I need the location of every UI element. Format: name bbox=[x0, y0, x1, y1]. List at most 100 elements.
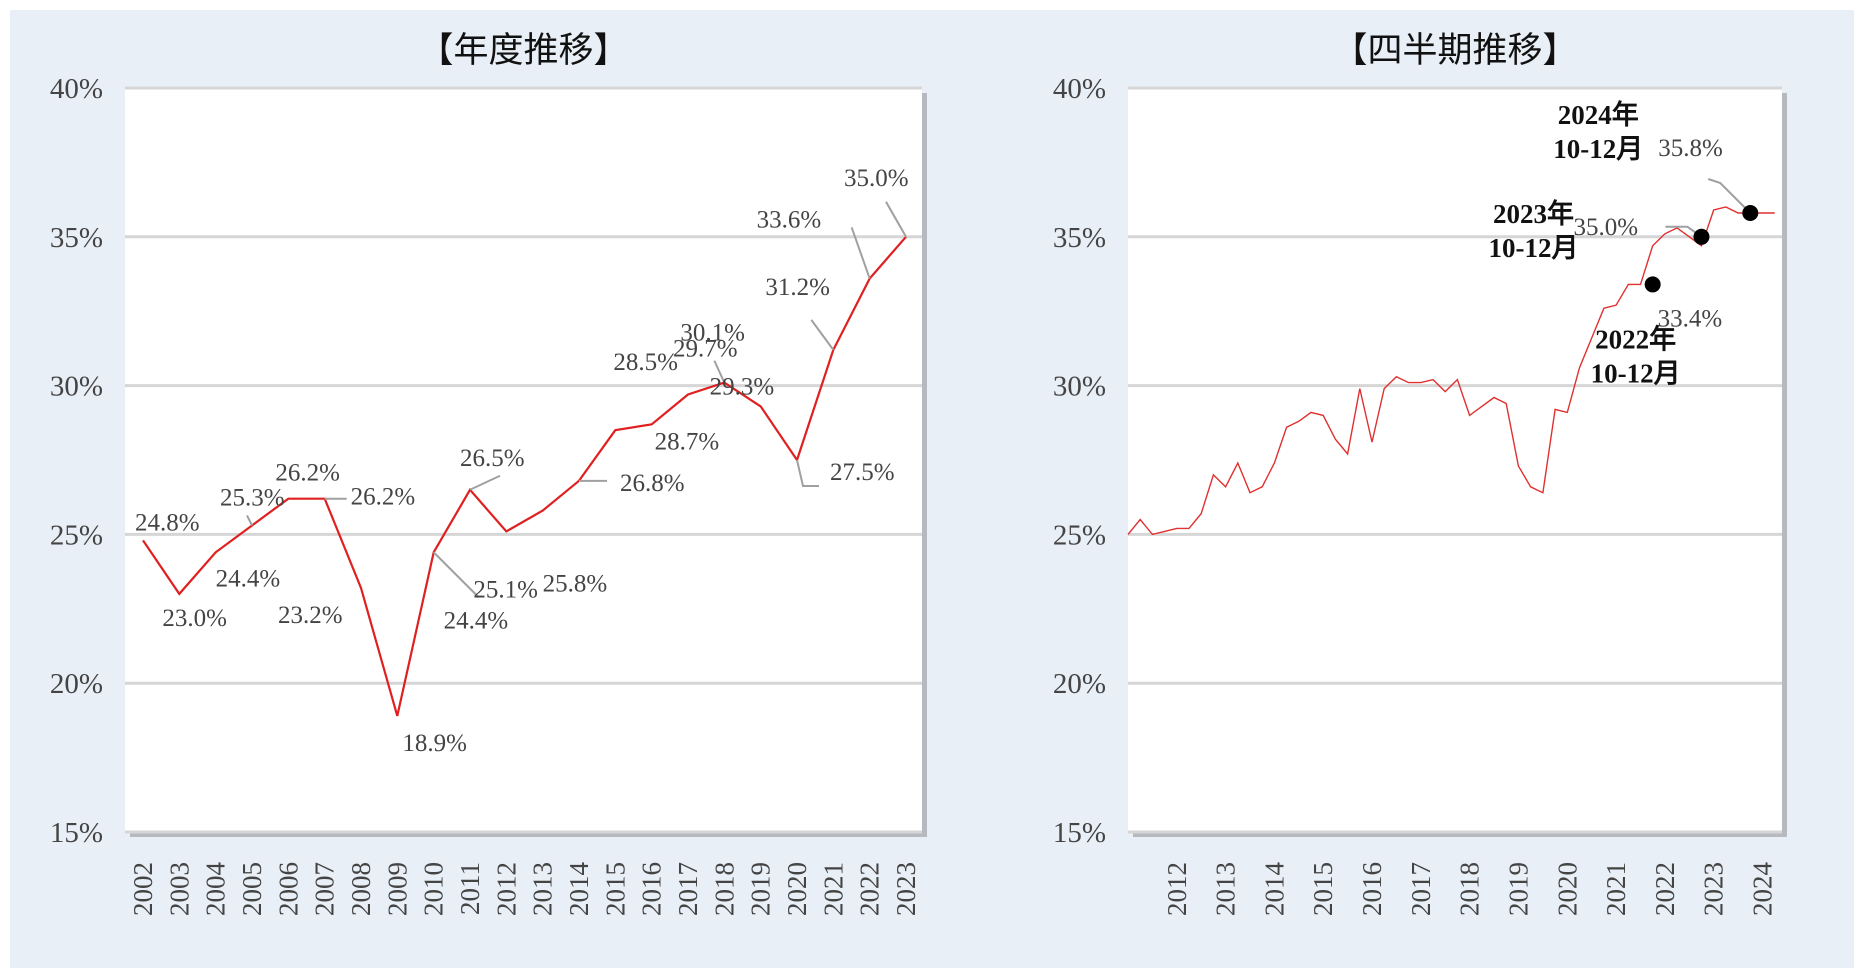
quarterly-period-label: 10-12月 bbox=[1553, 134, 1643, 164]
quarterly-x-tick-label: 2017 bbox=[1406, 862, 1436, 916]
annual-data-label: 29.7% bbox=[673, 336, 738, 363]
annual-y-tick-label: 30% bbox=[50, 371, 103, 403]
quarterly-x-tick-label: 2015 bbox=[1308, 862, 1338, 916]
annual-y-tick-label: 25% bbox=[50, 519, 103, 551]
annual-leader-line bbox=[810, 319, 835, 351]
annual-data-label: 24.8% bbox=[135, 509, 200, 536]
annual-data-label: 30.1% bbox=[680, 320, 745, 347]
annual-x-tick-label: 2002 bbox=[128, 862, 158, 916]
annual-data-label: 18.9% bbox=[402, 730, 467, 757]
quarterly-data-label: 33.4% bbox=[1658, 305, 1723, 332]
annual-y-tick-label: 40% bbox=[50, 73, 103, 105]
annual-x-tick-label: 2013 bbox=[528, 862, 558, 916]
quarterly-x-tick-label: 2021 bbox=[1601, 862, 1631, 916]
quarterly-data-label: 35.0% bbox=[1573, 214, 1638, 241]
annual-data-label: 31.2% bbox=[765, 274, 830, 301]
quarterly-x-tick-label: 2019 bbox=[1503, 862, 1533, 916]
quarterly-x-tick-label: 2023 bbox=[1699, 862, 1729, 916]
annual-leader-line bbox=[796, 459, 819, 487]
annual-x-tick-label: 2023 bbox=[891, 862, 921, 916]
annual-y-tick-label: 15% bbox=[50, 817, 103, 849]
quarterly-period-label: 2022年 bbox=[1595, 323, 1676, 354]
annual-data-label: 33.6% bbox=[757, 206, 822, 233]
annual-chart-title: 【年度推移】 bbox=[418, 31, 628, 71]
quarterly-chart-title: 【四半期推移】 bbox=[1332, 31, 1577, 71]
annual-data-label: 26.2% bbox=[275, 460, 340, 487]
annual-data-label: 26.8% bbox=[620, 470, 685, 497]
annual-data-label: 26.2% bbox=[351, 484, 416, 511]
annual-x-tick-label: 2015 bbox=[600, 862, 630, 916]
annual-y-tick-label: 20% bbox=[50, 668, 103, 700]
quarterly-highlight-marker bbox=[1693, 228, 1710, 245]
quarterly-period-label: 2023年 bbox=[1493, 198, 1574, 229]
annual-x-tick-label: 2008 bbox=[346, 862, 376, 916]
annual-data-label: 24.4% bbox=[216, 565, 281, 592]
annual-leader-line bbox=[885, 201, 907, 238]
quarterly-x-tick-label: 2022 bbox=[1650, 862, 1680, 916]
annual-data-label: 25.3% bbox=[220, 484, 285, 511]
annual-data-label: 28.5% bbox=[613, 349, 678, 376]
annual-data-label: 26.5% bbox=[460, 445, 525, 472]
annual-leader-line bbox=[469, 474, 501, 491]
annual-data-label: 23.0% bbox=[162, 605, 227, 632]
annual-x-tick-label: 2009 bbox=[382, 862, 412, 916]
annual-data-label: 25.8% bbox=[543, 571, 608, 598]
annual-data-label: 23.2% bbox=[278, 602, 343, 629]
annual-data-label: 27.5% bbox=[830, 459, 895, 486]
quarterly-x-tick-label: 2016 bbox=[1357, 862, 1387, 916]
quarterly-x-tick-label: 2014 bbox=[1259, 862, 1289, 917]
annual-x-tick-label: 2019 bbox=[746, 862, 776, 916]
quarterly-y-tick-label: 20% bbox=[1053, 668, 1106, 700]
annual-data-label: 35.0% bbox=[844, 165, 909, 192]
annual-leader-line bbox=[246, 515, 253, 526]
annual-data-label: 24.4% bbox=[444, 607, 509, 634]
annual-series-line bbox=[142, 236, 907, 717]
annual-x-tick-label: 2014 bbox=[564, 862, 594, 917]
annual-leader-line bbox=[850, 227, 871, 279]
annual-plot-area bbox=[125, 88, 922, 832]
annual-leader-line bbox=[713, 360, 726, 384]
annual-x-tick-label: 2011 bbox=[455, 862, 485, 915]
annual-trend-chart: 【年度推移】 15% 20% 25% 30% 35% 40% 2002 2003 2004 2005… bbox=[50, 31, 927, 916]
quarterly-y-tick-label: 15% bbox=[1053, 817, 1106, 849]
quarterly-x-tick-label: 2012 bbox=[1162, 862, 1192, 916]
annual-x-tick-label: 2012 bbox=[491, 862, 521, 916]
quarterly-x-tick-label: 2018 bbox=[1455, 862, 1485, 916]
quarterly-x-tick-label: 2020 bbox=[1552, 862, 1582, 916]
quarterly-y-tick-label: 40% bbox=[1053, 73, 1106, 105]
quarterly-period-label: 2024年 bbox=[1558, 99, 1639, 130]
quarterly-series-line bbox=[1127, 206, 1775, 536]
quarterly-x-tick-label: 2013 bbox=[1211, 862, 1241, 916]
annual-x-tick-label: 2017 bbox=[673, 862, 703, 916]
quarterly-data-label: 35.8% bbox=[1658, 135, 1723, 162]
annual-x-tick-label: 2007 bbox=[310, 862, 340, 916]
quarterly-highlight-marker bbox=[1644, 276, 1661, 293]
annual-data-label: 29.3% bbox=[710, 373, 775, 400]
annual-leader-line bbox=[432, 551, 480, 598]
quarterly-plot-area bbox=[1128, 88, 1782, 832]
annual-x-tick-label: 2005 bbox=[237, 862, 267, 916]
annual-x-tick-label: 2021 bbox=[818, 862, 848, 916]
quarterly-trend-chart: 【四半期推移】 15% 20% 25% 30% 35% 40% 2012 2013 2014 201… bbox=[1053, 31, 1787, 916]
annual-x-tick-label: 2022 bbox=[855, 862, 885, 916]
quarterly-y-tick-label: 35% bbox=[1053, 222, 1106, 254]
quarterly-period-label: 10-12月 bbox=[1591, 358, 1681, 388]
annual-x-tick-label: 2016 bbox=[637, 862, 667, 916]
annual-x-tick-label: 2006 bbox=[273, 862, 303, 916]
annual-data-label: 25.1% bbox=[473, 576, 538, 603]
quarterly-x-tick-label: 2024 bbox=[1747, 862, 1777, 917]
quarterly-y-tick-label: 30% bbox=[1053, 371, 1106, 403]
annual-x-tick-label: 2020 bbox=[782, 862, 812, 916]
annual-x-tick-label: 2003 bbox=[164, 862, 194, 916]
quarterly-y-tick-label: 25% bbox=[1053, 519, 1106, 551]
annual-x-tick-label: 2018 bbox=[709, 862, 739, 916]
annual-x-tick-label: 2004 bbox=[201, 862, 231, 917]
quarterly-period-label: 10-12月 bbox=[1488, 233, 1578, 263]
annual-y-tick-label: 35% bbox=[50, 222, 103, 254]
quarterly-highlight-marker bbox=[1742, 204, 1759, 221]
annual-x-tick-label: 2010 bbox=[419, 862, 449, 916]
annual-data-label: 28.7% bbox=[655, 428, 720, 455]
quarterly-leader-line bbox=[1707, 178, 1751, 214]
